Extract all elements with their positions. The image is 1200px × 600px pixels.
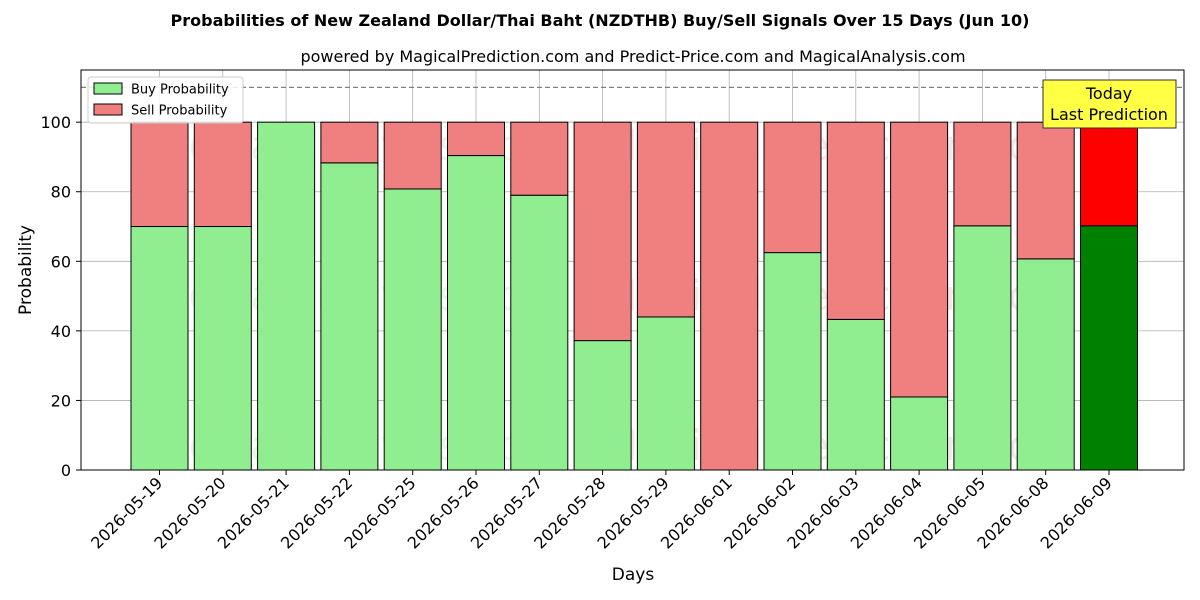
buy-bar (826, 318, 885, 471)
legend-swatch (93, 103, 123, 116)
sell-bar (636, 121, 695, 318)
buy-bar (383, 188, 442, 471)
y-tick-label: 80 (51, 183, 71, 202)
bars (130, 121, 1138, 471)
sell-bar (193, 121, 252, 228)
y-tick-label: 60 (51, 252, 71, 271)
buy-bar (763, 252, 822, 471)
y-axis: 0 20 40 60 80 100 (40, 113, 81, 480)
x-axis-label: Days (612, 565, 655, 585)
buy-bar (510, 194, 569, 471)
sell-bar (320, 121, 379, 164)
sell-bar (700, 121, 759, 471)
legend: Buy Probability Sell Probability (87, 76, 244, 124)
legend-box (87, 76, 244, 124)
sell-bar (763, 121, 822, 254)
buy-bar (890, 396, 949, 471)
buy-bar (1016, 258, 1075, 471)
annotation-text: Last Prediction (1050, 105, 1168, 124)
sell-bar (447, 121, 505, 157)
sell-bar (130, 121, 189, 228)
legend-swatch (93, 82, 123, 95)
y-tick-label: 40 (51, 322, 71, 341)
sell-bar (1080, 121, 1138, 227)
sell-bar (826, 121, 885, 320)
annotation-text: Today (1085, 84, 1132, 103)
buy-bar (636, 316, 695, 471)
y-tick-label: 0 (61, 461, 71, 480)
buy-bar (573, 340, 632, 471)
buy-bar (257, 121, 316, 471)
buy-bar (320, 162, 379, 471)
chart-title: Probabilities of New Zealand Dollar/Thai… (171, 11, 1030, 30)
legend-label: Sell Probability (131, 104, 228, 119)
y-tick-label: 100 (40, 113, 71, 132)
buy-bar (447, 155, 505, 471)
y-axis-label: Probability (16, 225, 36, 315)
today-annotation: Today Last Prediction (1042, 79, 1177, 129)
sell-bar (383, 121, 442, 190)
buy-bar (130, 226, 189, 471)
buy-bar (953, 225, 1012, 471)
sell-bar (890, 121, 949, 398)
chart-subtitle: powered by MagicalPrediction.com and Pre… (300, 47, 965, 66)
plot-frame (80, 69, 1185, 471)
buy-bar (1080, 225, 1138, 471)
sell-bar (510, 121, 569, 196)
y-tick-label: 20 (51, 391, 71, 410)
sell-bar (1016, 121, 1075, 260)
x-axis: 2026-05-192026-05-202026-05-212026-05-22… (87, 470, 1116, 553)
annotation-box (1042, 79, 1177, 129)
sell-bar (953, 121, 1012, 227)
sell-bar (573, 121, 632, 342)
buy-bar (193, 226, 252, 471)
legend-label: Buy Probability (131, 83, 229, 98)
